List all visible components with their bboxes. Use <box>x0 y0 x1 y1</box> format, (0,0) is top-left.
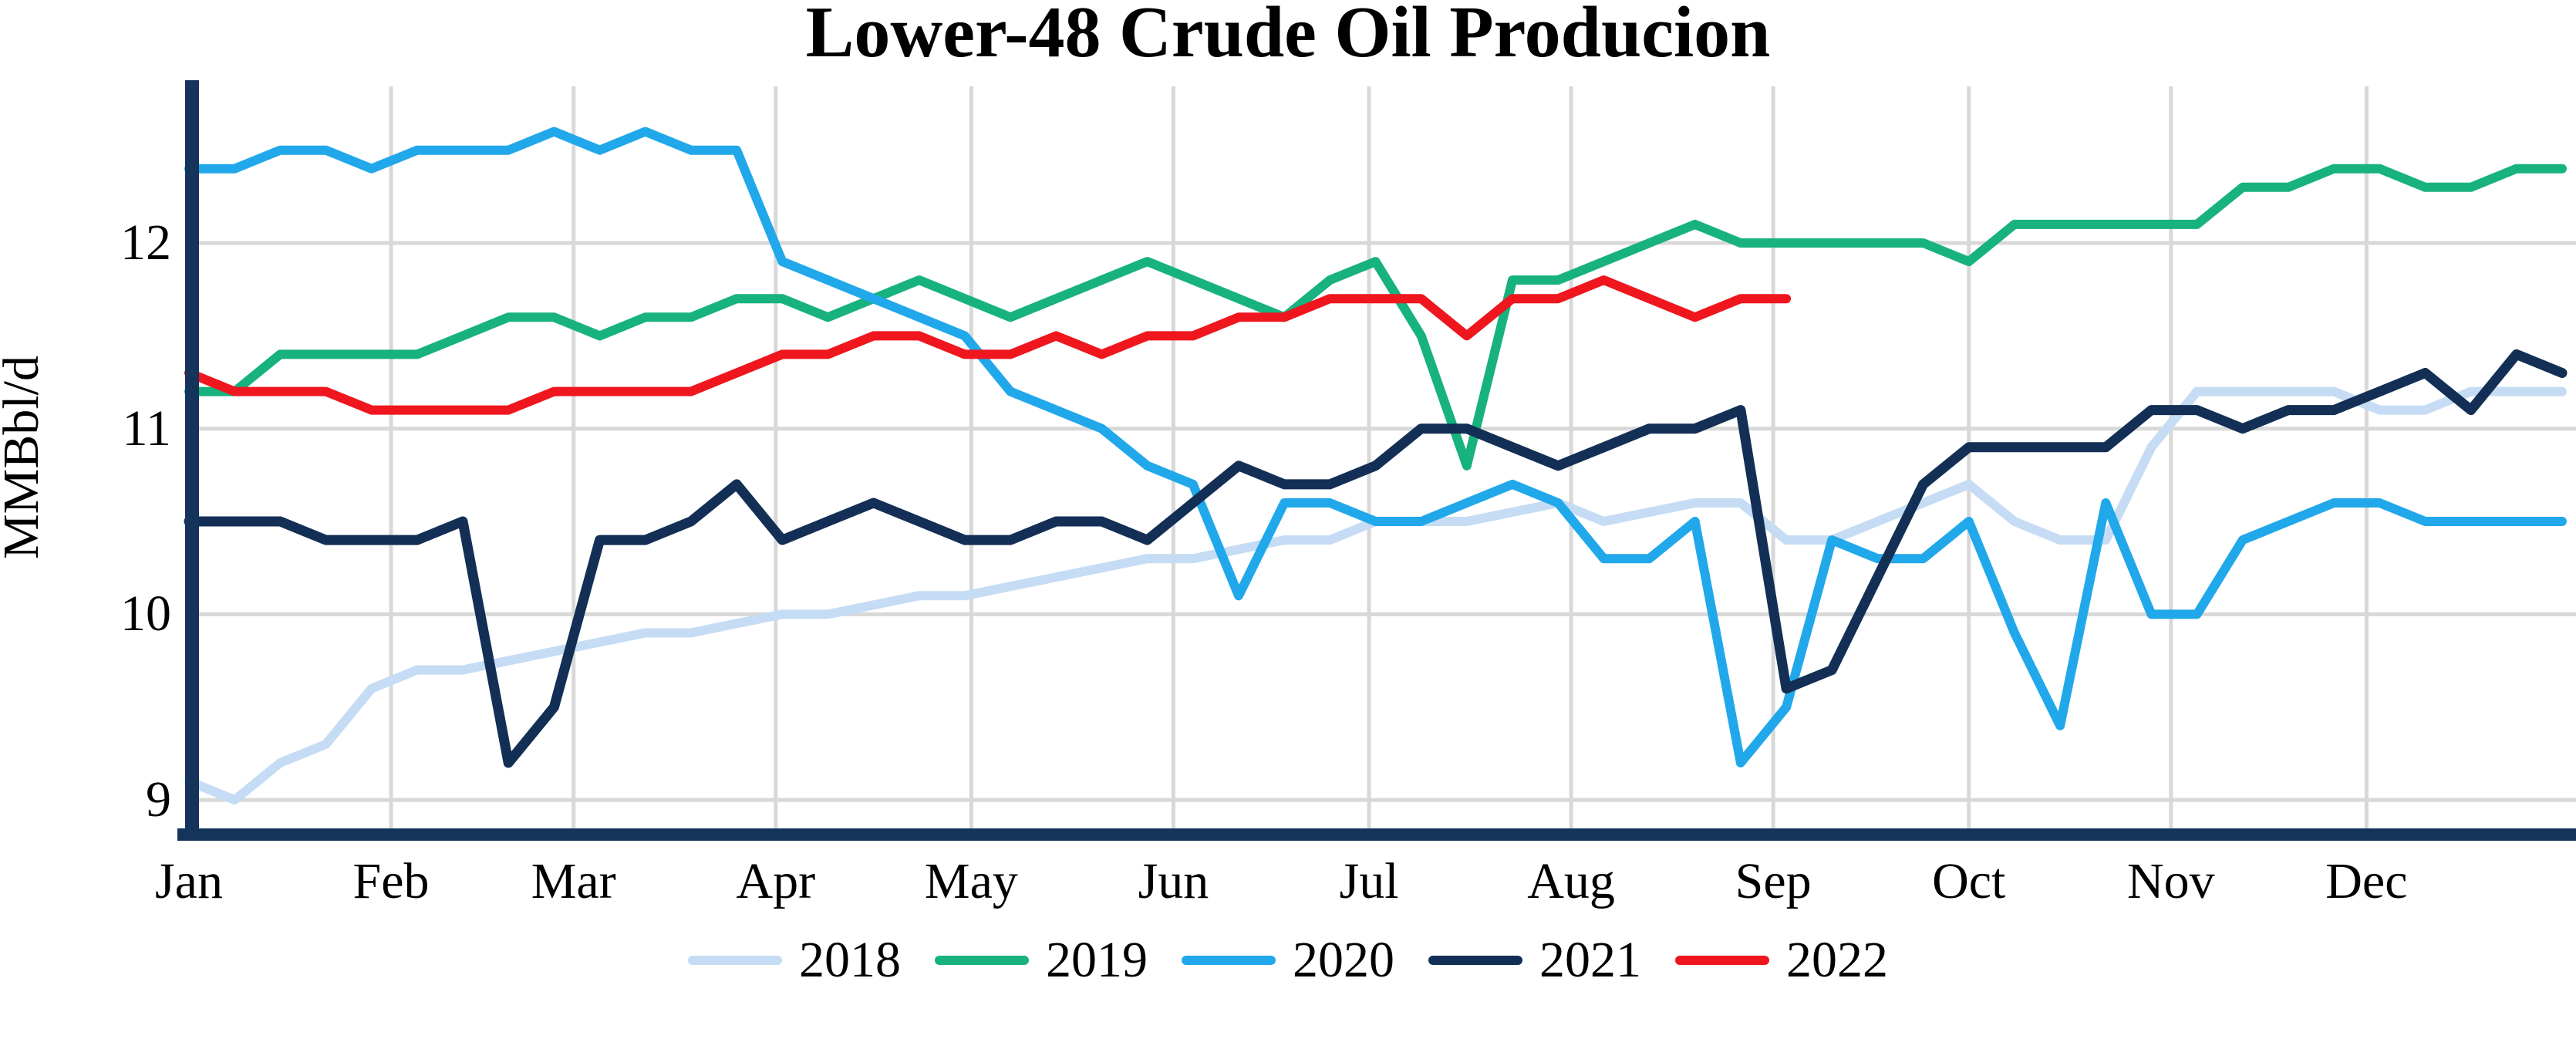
x-tick-label-Apr: Apr <box>736 853 816 909</box>
x-tick-label-Nov: Nov <box>2126 853 2215 909</box>
x-tick-label-Jan: Jan <box>155 853 223 909</box>
x-tick-label-May: May <box>924 853 1018 909</box>
x-tick-label-Feb: Feb <box>352 853 430 909</box>
legend-label-2018: 2018 <box>799 932 901 988</box>
y-tick-label-10: 10 <box>120 585 171 643</box>
legend-swatch-2021 <box>1428 956 1522 965</box>
x-tick-label-Oct: Oct <box>1932 853 2006 909</box>
legend-label-2022: 2022 <box>1786 932 1888 988</box>
legend-item-2020: 2020 <box>1182 933 1394 987</box>
legend-swatch-2022 <box>1675 956 1769 965</box>
x-tick-label-Sep: Sep <box>1735 853 1812 909</box>
legend-item-2021: 2021 <box>1428 933 1641 987</box>
legend-item-2019: 2019 <box>935 933 1148 987</box>
legend-label-2020: 2020 <box>1293 932 1394 988</box>
chart-title: Lower-48 Crude Oil Producion <box>805 0 1771 73</box>
x-tick-label-Mar: Mar <box>531 853 616 909</box>
legend-swatch-2020 <box>1182 956 1276 965</box>
y-tick-label-12: 12 <box>120 214 171 271</box>
series-line-2019 <box>184 164 2567 471</box>
x-tick-label-Jul: Jul <box>1339 853 1399 909</box>
series-line-2021 <box>184 349 2568 768</box>
legend-item-2022: 2022 <box>1675 933 1888 987</box>
x-tick-label-Jun: Jun <box>1138 853 1209 909</box>
legend: 2018 2019 2020 2021 2022 <box>0 933 2576 987</box>
x-tick-label-Dec: Dec <box>2325 853 2408 909</box>
legend-label-2019: 2019 <box>1046 932 1148 988</box>
series-line-2020 <box>184 126 2567 767</box>
legend-swatch-2018 <box>688 956 782 965</box>
legend-item-2018: 2018 <box>688 933 901 987</box>
x-tick-label-Aug: Aug <box>1527 853 1615 909</box>
legend-swatch-2019 <box>935 956 1029 965</box>
y-tick-label-11: 11 <box>122 400 171 457</box>
y-tick-label-9: 9 <box>146 771 171 828</box>
legend-label-2021: 2021 <box>1539 932 1641 988</box>
series-line-2022 <box>184 275 1792 415</box>
